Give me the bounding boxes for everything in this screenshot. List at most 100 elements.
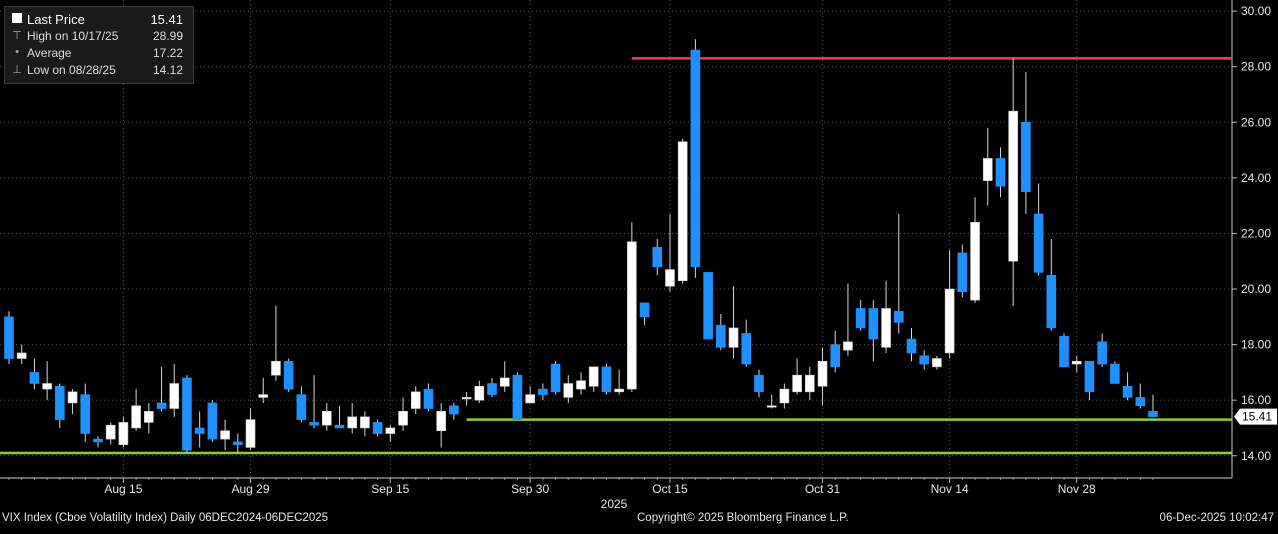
candle-body [627,241,637,390]
candle-body [830,344,841,368]
y-tick-label: 16.00 [1241,393,1271,407]
candle [385,425,396,442]
x-tick-label: Aug 15 [104,482,142,496]
candle-body [588,366,599,387]
candle [182,375,192,453]
candle-body [372,422,383,434]
footer-security-description: VIX Index (Cboe Volatility Index) Daily … [2,512,329,524]
candle-body [804,374,815,393]
candle-body [245,419,256,448]
candle-body [1021,121,1031,193]
candle [614,369,624,395]
candle-body [233,441,243,445]
candle-body [716,324,726,348]
candle [1008,58,1018,306]
candle [601,364,612,395]
candle [131,389,141,431]
candle [627,222,637,392]
candle [16,344,27,365]
candle-body [550,363,561,393]
legend: Last Price 15.41 ⊤ High on 10/17/25 28.9… [4,6,194,84]
candle [944,250,955,359]
candle-body [220,430,230,440]
candle-body [461,397,472,400]
candle-body [563,383,574,398]
x-tick-label: Sep 15 [371,482,409,496]
candle-body [1071,360,1082,365]
candle-body [677,141,688,281]
candle-body [4,316,14,359]
candle-body [398,411,408,426]
candle [1021,72,1031,214]
candle-body [843,341,853,351]
candle [1122,372,1133,401]
candle [817,347,828,406]
candle [1071,355,1082,373]
candle-body [652,247,663,268]
candle-body [995,158,1006,187]
y-tick-label: 30.00 [1241,4,1271,18]
candle [474,380,485,403]
x-tick-label: Nov 28 [1058,482,1096,496]
candle-body [1135,397,1146,407]
candle-body [893,310,904,323]
y-tick-label: 18.00 [1241,338,1271,352]
candle-body [1033,213,1044,273]
candle-body [271,360,281,376]
candle [982,127,993,206]
candle [588,366,599,392]
candle [321,402,332,431]
legend-low: ⊥ Low on 08/28/25 14.12 [5,62,191,78]
candle-body [67,391,78,404]
candle [245,408,256,451]
candle-body [131,405,141,429]
candle-body [932,358,942,368]
candle-body [194,427,205,434]
candle [67,389,78,415]
candle [525,386,535,404]
candle [563,375,574,403]
legend-high: ⊤ High on 10/17/25 28.99 [5,28,191,44]
candle [487,377,497,398]
candle [512,372,523,420]
candle [665,213,675,292]
square-icon [11,13,23,26]
candle [29,358,40,390]
reference-lines [0,57,1232,455]
x-axis: Aug 15 Aug 29 Sep 15 Sep 30 Oct 15 Oct 31 Nov … [0,477,1232,511]
candle-body [385,427,396,434]
candle [80,383,91,442]
candle [4,311,14,365]
candle [550,361,561,395]
candle-body [258,394,269,398]
candle [843,283,853,356]
dot-dash-icon: • [15,46,19,58]
candle [804,366,815,401]
candle [258,377,269,403]
legend-low-value: 14.12 [152,63,183,77]
candle [233,433,243,453]
candle-body [334,424,345,429]
y-axis: 14.00 16.00 18.00 20.00 22.00 24.00 26.00 28.00… [1231,0,1271,478]
candle-body [474,385,485,401]
candle [1084,360,1095,401]
candle-body [42,383,52,390]
inverted-t-icon: ⊥ [12,64,22,76]
x-tick-label: Sep 30 [511,482,549,496]
candle [792,358,802,395]
legend-average-label: Average [27,46,72,60]
y-tick-label: 24.00 [1241,171,1271,185]
candle [169,364,180,417]
candle [1059,333,1069,368]
candle [1033,183,1044,276]
candle [893,213,904,334]
candle-body [690,49,701,268]
candle-body [296,394,307,420]
last-price-tag-label: 15.41 [1242,410,1272,424]
candle-body [970,222,980,301]
candle [207,400,218,442]
candle-body [156,402,167,409]
candle-body [410,391,421,409]
candle-body [1059,335,1069,368]
